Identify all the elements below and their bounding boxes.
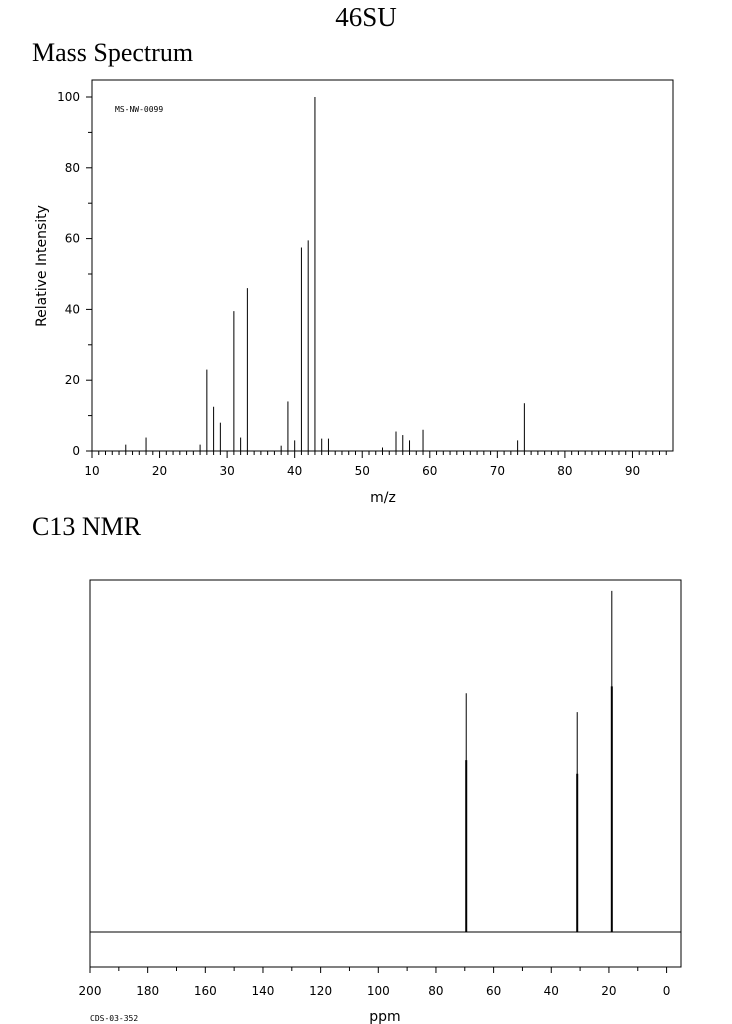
ms-x-tick-label: 60: [422, 464, 437, 478]
nmr-x-tick-label: 140: [252, 984, 275, 998]
nmr-x-tick-label: 60: [486, 984, 501, 998]
ms-y-tick-label: 0: [72, 444, 80, 458]
nmr-x-tick-label: 40: [544, 984, 559, 998]
ms-x-tick-label: 10: [84, 464, 99, 478]
nmr-x-tick-label: 20: [601, 984, 616, 998]
mass-spectrum-heading: Mass Spectrum: [32, 38, 194, 67]
ms-y-tick-label: 40: [65, 302, 80, 316]
nmr-x-tick-label: 120: [309, 984, 332, 998]
ms-y-tick-label: 60: [65, 232, 80, 246]
nmr-x-tick-label: 80: [428, 984, 443, 998]
nmr-x-tick-label: 0: [663, 984, 671, 998]
nmr-x-axis-label: ppm: [369, 1009, 400, 1024]
ms-x-tick-label: 40: [287, 464, 302, 478]
ms-y-tick-label: 80: [65, 161, 80, 175]
ms-annotation: MS-NW-0099: [115, 105, 163, 114]
nmr-x-tick-label: 160: [194, 984, 217, 998]
page-title: 46SU: [335, 2, 397, 32]
ms-x-tick-label: 30: [219, 464, 234, 478]
ms-x-tick-label: 70: [490, 464, 505, 478]
ms-x-tick-label: 50: [355, 464, 370, 478]
ms-x-tick-label: 80: [557, 464, 572, 478]
nmr-annotation: CDS-03-352: [90, 1014, 138, 1023]
ms-x-tick-label: 20: [152, 464, 167, 478]
nmr-x-tick-label: 200: [79, 984, 102, 998]
ms-y-axis-label: Relative Intensity: [34, 205, 50, 327]
nmr-x-tick-label: 100: [367, 984, 390, 998]
nmr-plot-frame: [89, 579, 682, 968]
ms-x-tick-label: 90: [625, 464, 640, 478]
ms-x-axis-label: m/z: [370, 490, 396, 506]
nmr-x-tick-label: 180: [136, 984, 159, 998]
ms-y-tick-label: 20: [65, 373, 80, 387]
mass-spectrum-chart: 0 20 40 60 80 100 10 20 30 40 50 60 70 80 90 m/z Relativ…: [34, 79, 674, 506]
ms-y-tick-label: 100: [57, 90, 80, 104]
c13-nmr-heading: C13 NMR: [32, 512, 142, 541]
